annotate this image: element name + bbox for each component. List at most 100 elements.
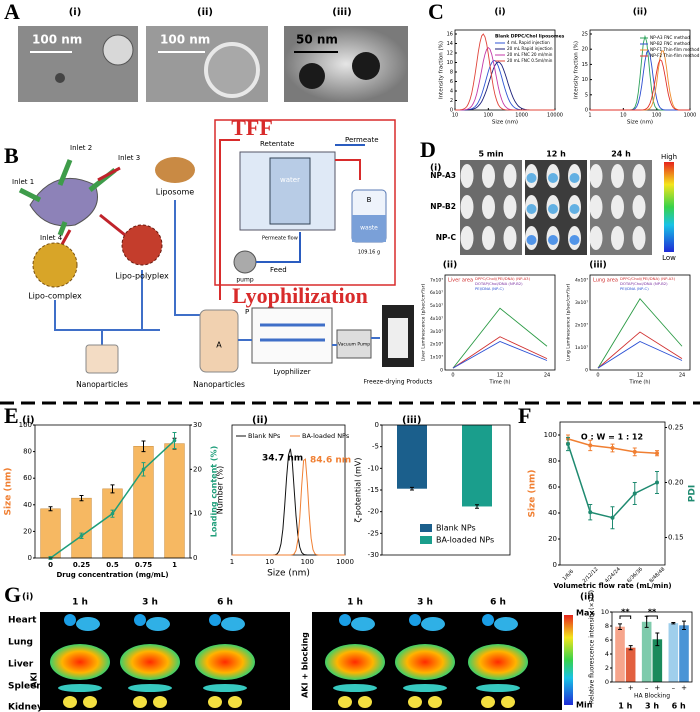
y-tick-label: 6	[450, 79, 453, 85]
organ	[50, 644, 110, 680]
error-bar	[671, 622, 676, 625]
sub-label: (iii)	[402, 415, 421, 426]
error-bar	[110, 509, 115, 518]
organ	[325, 644, 385, 680]
legend-entry: Blank NPs	[436, 524, 476, 533]
curve	[455, 61, 555, 111]
organ	[63, 696, 77, 708]
organ	[120, 644, 180, 680]
x-axis-label: Drug concentration (mg/mL)	[56, 571, 168, 579]
organ	[421, 617, 445, 631]
legend-entry: DOTAP/Chol/DNA (NP-B2)	[620, 281, 668, 286]
x-tick-label: 10	[620, 113, 626, 119]
mouse	[460, 226, 474, 250]
y-axis-label: ζ-potential (mV)	[354, 458, 363, 523]
panel-letter: C	[428, 0, 444, 24]
mouse	[482, 195, 495, 219]
legend-entry: PEI/DNA (NP-C)	[620, 286, 649, 291]
colorbar-label: Max	[576, 609, 595, 618]
y-tick-label: 7x10⁷	[430, 277, 443, 283]
y-tick-label: 4x10⁷	[430, 316, 443, 322]
y-tick-label: 0.20	[668, 479, 684, 487]
legend-entry: DPPC/Chol/(PEI/DNA) (NP-A3)	[475, 276, 531, 281]
signal	[526, 204, 537, 214]
mouse	[611, 164, 624, 188]
y-tick-label: 100	[544, 431, 557, 439]
y-tick-label: 40	[23, 501, 32, 509]
organ-label: Liver	[8, 660, 34, 670]
sub-label: (i)	[22, 593, 33, 603]
mouse	[589, 164, 603, 188]
x-axis-label: Size (nm)	[627, 120, 653, 126]
y-tick-label: 0	[585, 368, 588, 374]
colorbar-label: High	[661, 153, 677, 161]
legend-swatch	[420, 536, 432, 544]
x-tick-label: 12	[637, 373, 643, 379]
tem-images	[18, 26, 408, 102]
mouse	[589, 226, 603, 250]
sub-label: (ii)	[633, 8, 647, 18]
curve	[232, 458, 345, 556]
x-tick-label: 6 h	[672, 702, 686, 711]
y-tick-label: 3x10⁷	[575, 300, 588, 306]
time-label: 3 h	[142, 598, 158, 608]
annotation: O : W = 1 : 12	[581, 433, 643, 442]
y-tick-label: 20	[582, 47, 588, 53]
legend-entry: NP-A3 FNC method	[650, 35, 690, 40]
peak-label: 84.6 nm	[310, 456, 351, 466]
y-tick-label: 20	[193, 465, 202, 473]
legend-entry: BA-loaded NPs	[302, 432, 350, 440]
x-tick-label: 100	[484, 113, 494, 119]
inlet-label: Inlet 4	[40, 234, 63, 242]
organ	[494, 617, 518, 631]
y-tick-label: 5x10⁷	[430, 303, 443, 309]
error-bar	[566, 436, 570, 452]
panel-letter: G	[4, 582, 21, 607]
trace	[597, 297, 683, 369]
x-tick-label: 0	[596, 373, 599, 379]
organ	[395, 644, 455, 680]
x-tick-label: 100	[301, 558, 314, 566]
y-tick-label: 3x10⁷	[430, 329, 443, 335]
error-bar	[628, 645, 633, 651]
x-axis-label: Time (h)	[489, 380, 511, 386]
y-tick-label: 6	[605, 636, 609, 644]
y-tick-label: 8	[450, 70, 453, 76]
sign-label: +	[628, 684, 634, 692]
label: Permeate	[345, 136, 379, 144]
bar	[615, 626, 625, 682]
x-tick-label: 0	[451, 373, 454, 379]
sub-label: (i)	[22, 415, 35, 426]
y-tick-label: -15	[368, 486, 379, 494]
time-label: 1 h	[347, 598, 363, 608]
organ	[208, 696, 222, 708]
y-tick-label: 6x10⁷	[430, 290, 443, 296]
plot-frame	[34, 424, 191, 559]
y-tick-label: -25	[368, 529, 379, 537]
label: TFF	[231, 115, 273, 140]
legend-entry: DPPC/Chol/(PEI/DNA) (NP-A3)	[620, 276, 676, 281]
label: pump	[236, 277, 253, 284]
legend-entry: 20 mL Rapid injection	[507, 46, 553, 51]
label: Lyophilizer	[273, 368, 310, 376]
mouse	[589, 195, 603, 219]
time-label: 3 h	[417, 598, 433, 608]
plot-frame	[611, 611, 693, 683]
organ-label: Heart	[8, 616, 37, 626]
organ	[58, 684, 102, 692]
sub-label: (iii)	[589, 261, 606, 271]
y-tick-label: 12	[447, 51, 453, 57]
error-bar	[79, 532, 84, 539]
x-axis-label: Volumetric flow rate (mL/min)	[553, 582, 671, 590]
label: Retentate	[260, 140, 294, 148]
legend-entry: PEI/DNA (NP-C)	[475, 286, 504, 291]
x-axis-label: Size (nm)	[492, 120, 518, 126]
organ	[501, 696, 515, 708]
time-label: 6 h	[217, 598, 233, 608]
organ-label: Lung	[8, 638, 33, 648]
time-label: 1 h	[72, 598, 88, 608]
y-tick-label: -5	[372, 443, 379, 451]
organ	[358, 696, 372, 708]
bar	[40, 508, 61, 559]
